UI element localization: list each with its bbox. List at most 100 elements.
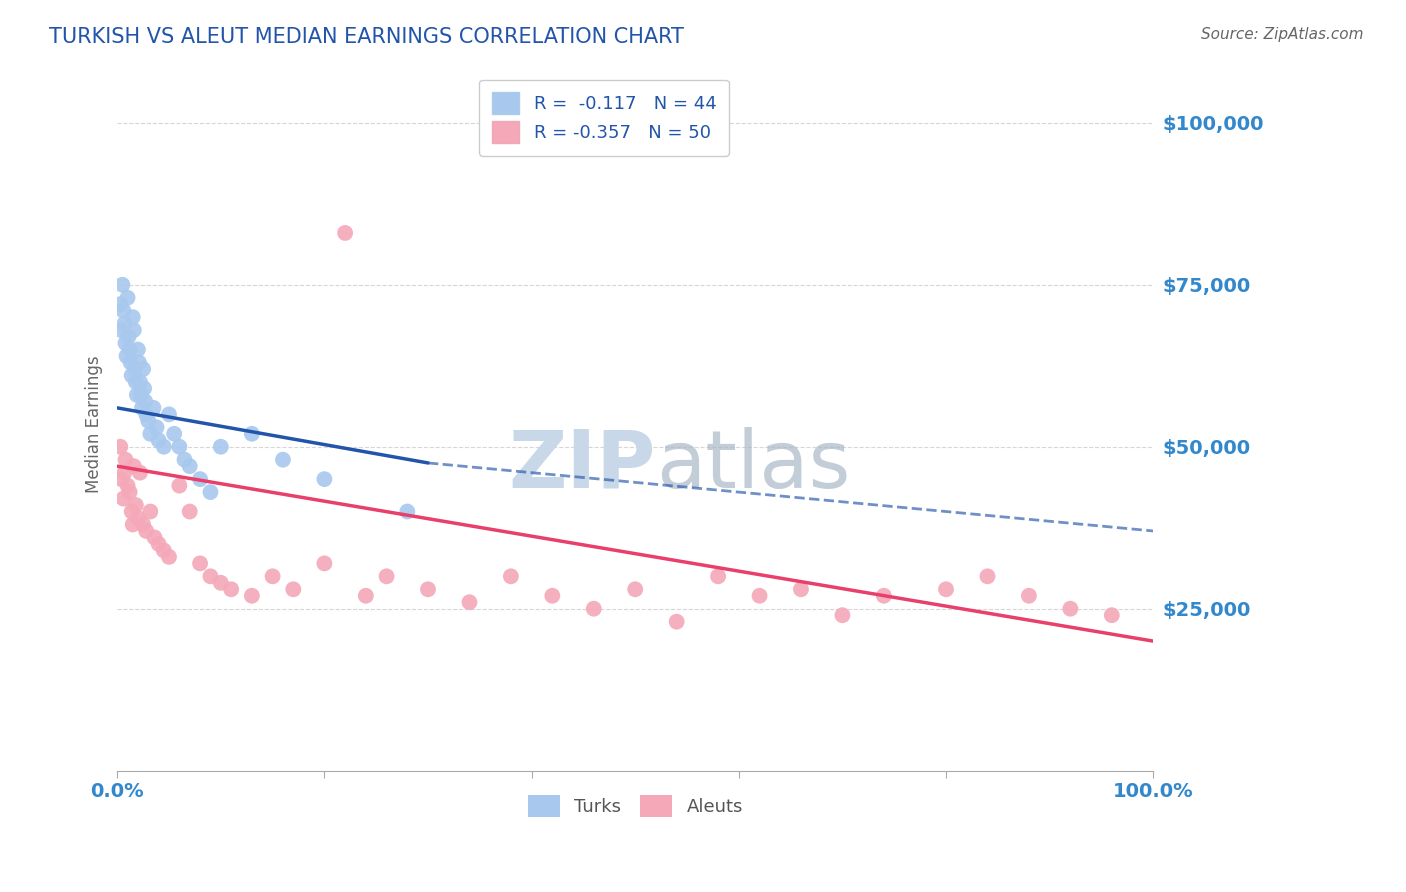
Point bbox=[121, 504, 143, 518]
Point bbox=[262, 569, 284, 583]
Point bbox=[148, 537, 170, 551]
Point bbox=[121, 310, 143, 325]
Point bbox=[129, 375, 152, 389]
Point bbox=[157, 549, 180, 564]
Point bbox=[200, 569, 222, 583]
Point bbox=[110, 472, 132, 486]
Point bbox=[112, 303, 135, 318]
Point bbox=[873, 589, 896, 603]
Point bbox=[148, 434, 170, 448]
Point bbox=[125, 388, 148, 402]
Point bbox=[314, 557, 336, 571]
Point bbox=[458, 595, 481, 609]
Point bbox=[125, 498, 148, 512]
Point bbox=[271, 452, 294, 467]
Point bbox=[134, 381, 156, 395]
Point bbox=[665, 615, 688, 629]
Point bbox=[375, 569, 398, 583]
Point bbox=[110, 323, 132, 337]
Point bbox=[541, 589, 564, 603]
Point bbox=[1059, 601, 1081, 615]
Point bbox=[1101, 608, 1123, 623]
Point bbox=[935, 582, 957, 597]
Point bbox=[624, 582, 647, 597]
Point bbox=[179, 459, 201, 474]
Point bbox=[132, 362, 155, 376]
Point bbox=[283, 582, 305, 597]
Point bbox=[134, 394, 156, 409]
Point bbox=[127, 511, 149, 525]
Point bbox=[129, 388, 152, 402]
Y-axis label: Median Earnings: Median Earnings bbox=[86, 355, 103, 493]
Point bbox=[114, 452, 136, 467]
Point bbox=[135, 524, 157, 538]
Point bbox=[118, 485, 141, 500]
Point bbox=[125, 375, 148, 389]
Point bbox=[240, 589, 263, 603]
Point bbox=[127, 343, 149, 357]
Point bbox=[110, 297, 132, 311]
Point bbox=[120, 355, 142, 369]
Point bbox=[118, 343, 141, 357]
Point bbox=[169, 440, 191, 454]
Point bbox=[188, 472, 211, 486]
Point bbox=[153, 543, 176, 558]
Point bbox=[117, 291, 139, 305]
Point bbox=[153, 440, 176, 454]
Point bbox=[114, 336, 136, 351]
Point bbox=[200, 485, 222, 500]
Point bbox=[128, 355, 150, 369]
Point bbox=[112, 491, 135, 506]
Point bbox=[396, 504, 419, 518]
Point bbox=[114, 317, 136, 331]
Point bbox=[976, 569, 998, 583]
Point bbox=[209, 440, 232, 454]
Point bbox=[790, 582, 813, 597]
Point bbox=[121, 368, 143, 383]
Point bbox=[131, 401, 153, 415]
Point bbox=[132, 517, 155, 532]
Point bbox=[157, 408, 180, 422]
Point bbox=[117, 329, 139, 343]
Point bbox=[139, 504, 162, 518]
Point bbox=[163, 426, 186, 441]
Point bbox=[1018, 589, 1040, 603]
Point bbox=[135, 408, 157, 422]
Text: Source: ZipAtlas.com: Source: ZipAtlas.com bbox=[1201, 27, 1364, 42]
Point bbox=[122, 323, 145, 337]
Point bbox=[499, 569, 522, 583]
Point bbox=[179, 504, 201, 518]
Point bbox=[333, 226, 356, 240]
Point bbox=[142, 401, 165, 415]
Point bbox=[188, 557, 211, 571]
Point bbox=[582, 601, 605, 615]
Point bbox=[124, 362, 146, 376]
Point bbox=[314, 472, 336, 486]
Point bbox=[110, 440, 132, 454]
Point bbox=[707, 569, 730, 583]
Point bbox=[129, 466, 152, 480]
Point bbox=[121, 517, 143, 532]
Text: TURKISH VS ALEUT MEDIAN EARNINGS CORRELATION CHART: TURKISH VS ALEUT MEDIAN EARNINGS CORRELA… bbox=[49, 27, 685, 46]
Point bbox=[136, 414, 159, 428]
Point bbox=[122, 459, 145, 474]
Point bbox=[219, 582, 242, 597]
Point bbox=[117, 478, 139, 492]
Text: atlas: atlas bbox=[657, 426, 851, 505]
Point bbox=[240, 426, 263, 441]
Point bbox=[416, 582, 439, 597]
Point bbox=[209, 575, 232, 590]
Point bbox=[139, 426, 162, 441]
Point bbox=[831, 608, 853, 623]
Point bbox=[115, 349, 138, 363]
Text: ZIP: ZIP bbox=[509, 426, 657, 505]
Point bbox=[143, 531, 166, 545]
Point bbox=[145, 420, 167, 434]
Point bbox=[111, 277, 134, 292]
Legend: Turks, Aleuts: Turks, Aleuts bbox=[520, 788, 749, 824]
Point bbox=[173, 452, 195, 467]
Point bbox=[169, 478, 191, 492]
Point bbox=[114, 466, 136, 480]
Point bbox=[748, 589, 770, 603]
Point bbox=[354, 589, 377, 603]
